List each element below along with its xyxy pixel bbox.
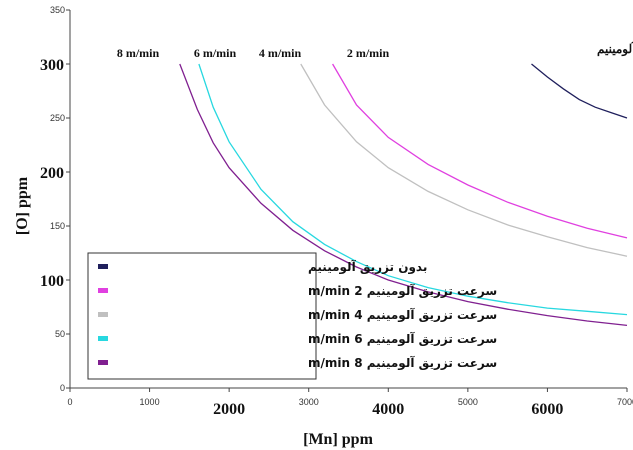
y-tick-label: 0 (60, 383, 65, 393)
y-tick-label: 150 (50, 221, 65, 231)
curve-annotation-1: 2 m/min (347, 46, 390, 60)
series-line-2 (300, 63, 628, 257)
legend-swatch-2 (98, 312, 108, 317)
axes (66, 9, 628, 392)
legend-label-2: سرعت تزریق آلومینیم 4 m/min (308, 307, 497, 323)
series-line-3 (198, 63, 628, 316)
curve-annotation-2: 4 m/min (259, 46, 302, 60)
series-line-0 (531, 63, 628, 119)
series-line-4 (179, 63, 628, 327)
x-tick-label: 4000 (372, 401, 404, 418)
legend-label-3: سرعت تزریق آلومینیم 6 m/min (308, 331, 497, 347)
x-tick-label: 1000 (140, 397, 160, 407)
curve-annotations: بدون تزریق آلومینیم 2 m/min 4 m/min 6 m/min… (117, 40, 633, 60)
legend-label-4: سرعت تزریق آلومینیم 8 m/min (308, 355, 497, 371)
legend-swatch-0 (98, 264, 108, 269)
legend-swatch-4 (98, 360, 108, 365)
legend-swatch-1 (98, 288, 108, 293)
y-tick-label: 200 (40, 165, 64, 182)
legend-box (87, 252, 317, 380)
series-line-1 (332, 63, 628, 239)
x-tick-label: 0 (67, 397, 72, 407)
x-tick-label: 5000 (458, 397, 478, 407)
legend: بدون تزریق آلومینیم سرعت تزریق آلومینیم 2… (87, 252, 497, 380)
x-tick-label: 3000 (299, 397, 319, 407)
x-tick-label: 6000 (531, 401, 563, 418)
y-tick-label: 100 (40, 273, 64, 290)
x-tick-label: 2000 (213, 401, 245, 418)
legend-label-1: سرعت تزریق آلومینیم 2 m/min (308, 283, 497, 299)
curve-annotation-0: بدون تزریق آلومینیم (597, 40, 633, 57)
y-tick-label: 250 (50, 113, 65, 123)
legend-swatch-3 (98, 336, 108, 341)
y-tick-label: 50 (55, 329, 65, 339)
curve-annotation-3: 6 m/min (194, 46, 237, 60)
series-lines (179, 63, 628, 327)
y-tick-label: 350 (50, 5, 65, 15)
y-axis-title: [O] ppm (14, 176, 31, 235)
curve-annotation-4: 8 m/min (117, 46, 160, 60)
y-tick-label: 300 (40, 57, 64, 74)
legend-label-0: بدون تزریق آلومینیم (308, 259, 427, 275)
x-axis-title: [Mn] ppm (303, 431, 373, 448)
